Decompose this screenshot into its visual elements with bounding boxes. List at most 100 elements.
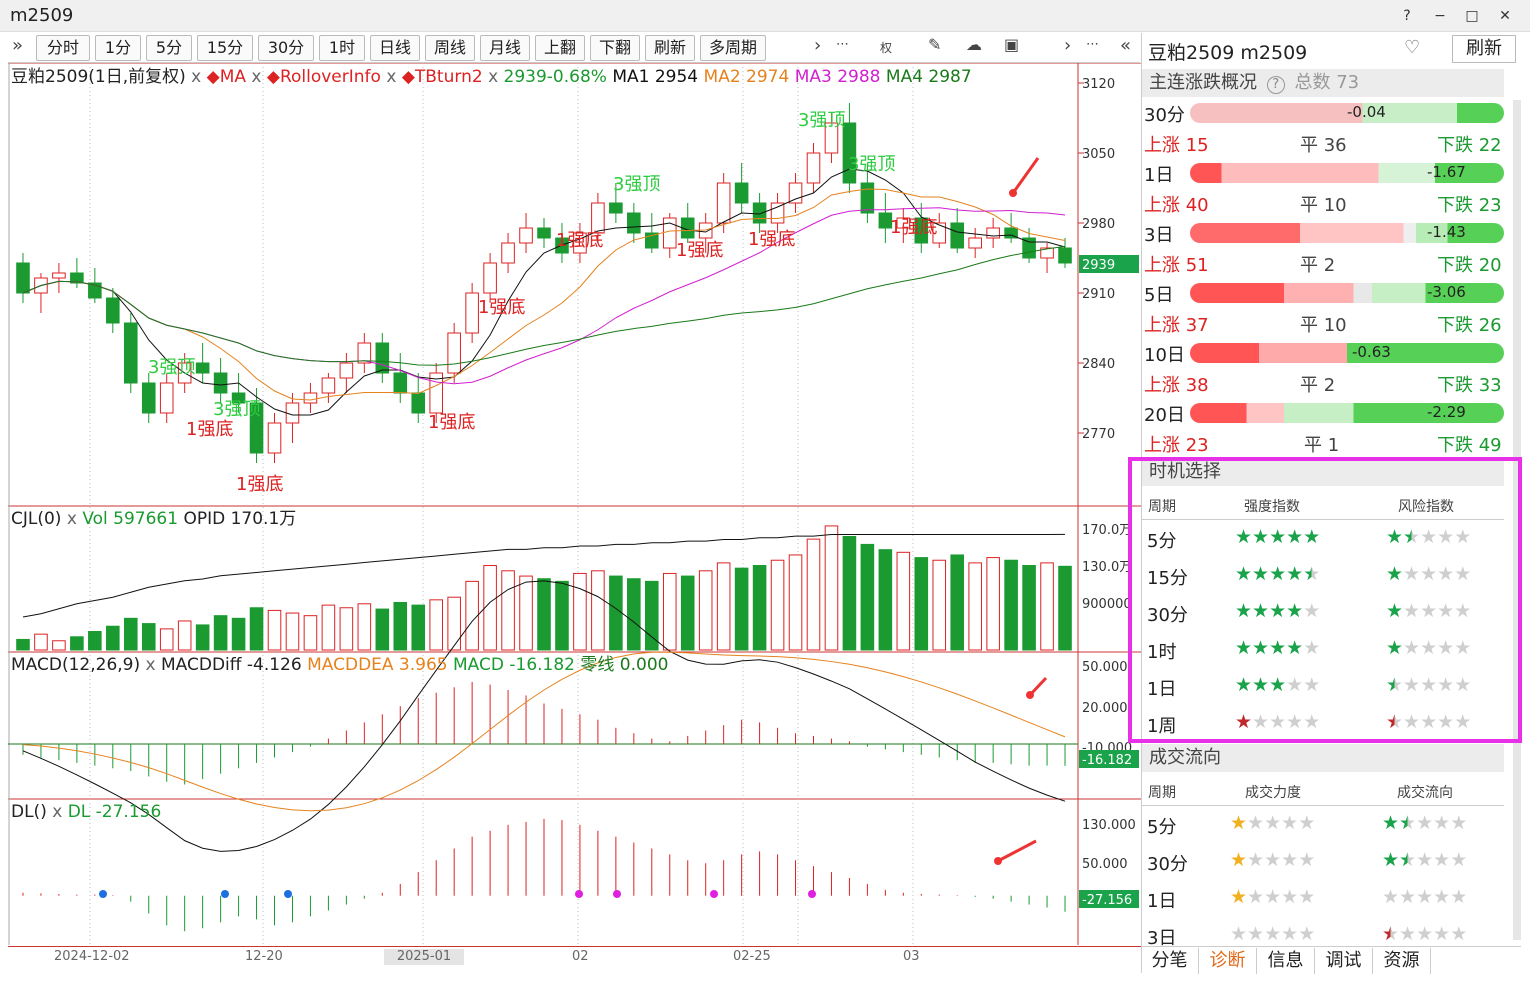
volume-bar bbox=[357, 603, 372, 651]
change-bar[interactable] bbox=[1190, 403, 1504, 423]
window-icon[interactable]: ▣ bbox=[1004, 35, 1020, 54]
favorite-heart-icon[interactable]: ♡ bbox=[1404, 37, 1421, 58]
red-arrow-icon bbox=[997, 839, 1037, 863]
direction-stars: ★★★★★ bbox=[1382, 886, 1467, 908]
candle-body bbox=[393, 372, 408, 394]
more-dots-icon[interactable]: ⋯ bbox=[836, 37, 849, 52]
flow-period: 30分 bbox=[1147, 854, 1188, 875]
star-icon: ★ bbox=[1303, 674, 1321, 696]
period-button-12[interactable]: 多周期 bbox=[700, 35, 766, 61]
star-icon: ★ bbox=[1286, 563, 1304, 585]
dl-legend-name: DL() bbox=[11, 802, 47, 822]
star-icon: ★ bbox=[1386, 674, 1404, 696]
more-right-icon[interactable]: › bbox=[814, 35, 822, 56]
timing-period: 1日 bbox=[1147, 679, 1177, 700]
change-value: -0.04 bbox=[1347, 103, 1386, 121]
kline-chart-svg[interactable]: 3120 3050 2980 2910 2840 2770 2939 3强顶 3强顶 3强顶 3强顶… bbox=[8, 63, 1141, 945]
chart-area[interactable]: 3120 3050 2980 2910 2840 2770 2939 3强顶 3强顶 3强顶 3强顶… bbox=[8, 63, 1141, 945]
star-icon: ★ bbox=[1382, 849, 1400, 871]
star-icon: ★ bbox=[1281, 923, 1299, 945]
maximize-icon[interactable]: □ bbox=[1465, 8, 1479, 24]
period-button-8[interactable]: 月线 bbox=[480, 35, 530, 61]
signal-annotation: 1强底 bbox=[478, 297, 525, 318]
tab-4[interactable]: 资源 bbox=[1373, 948, 1431, 974]
star-icon: ★ bbox=[1264, 849, 1282, 871]
period-button-2[interactable]: 5分 bbox=[146, 35, 192, 61]
star-icon: ★ bbox=[1286, 674, 1304, 696]
change-bar[interactable] bbox=[1190, 343, 1504, 363]
star-icon: ★ bbox=[1437, 600, 1455, 622]
period-button-4[interactable]: 30分 bbox=[258, 35, 314, 61]
legend-close-x[interactable]: ⅹ bbox=[191, 67, 202, 87]
period-button-9[interactable]: 上翻 bbox=[535, 35, 585, 61]
side-tabs: 分笔 诊断 信息 调试 资源 bbox=[1141, 946, 1521, 974]
candle-body bbox=[429, 372, 443, 414]
volume-bar bbox=[986, 557, 1000, 651]
force-stars: ★★★★★ bbox=[1230, 886, 1315, 908]
tab-2[interactable]: 信息 bbox=[1257, 948, 1315, 974]
rise-count: 上涨 37 bbox=[1144, 315, 1209, 336]
draw-pen-icon[interactable]: ✎ bbox=[928, 35, 942, 54]
help-icon[interactable]: ? bbox=[1403, 8, 1411, 24]
date-label[interactable]: 2025-01 bbox=[384, 949, 464, 965]
timing-period: 1周 bbox=[1147, 716, 1177, 737]
candle-body bbox=[16, 262, 30, 294]
period-button-5[interactable]: 1时 bbox=[319, 35, 365, 61]
period-button-0[interactable]: 分时 bbox=[36, 35, 90, 61]
macd-legend-x[interactable]: ⅹ bbox=[145, 655, 156, 675]
cloud-icon[interactable]: ☁ bbox=[966, 35, 982, 54]
tab-3[interactable]: 调试 bbox=[1315, 948, 1373, 974]
tab-0[interactable]: 分笔 bbox=[1141, 948, 1199, 974]
signal-annotation: 3强顶 bbox=[798, 110, 845, 131]
candle-body bbox=[950, 222, 965, 249]
star-icon: ★ bbox=[1420, 711, 1438, 733]
candle-body bbox=[106, 297, 120, 324]
period-button-10[interactable]: 下翻 bbox=[590, 35, 640, 61]
period-button-7[interactable]: 周线 bbox=[425, 35, 475, 61]
adjust-right-icon[interactable]: 权 bbox=[880, 41, 893, 55]
risk-stars: ★★★★★ bbox=[1386, 563, 1471, 585]
direction-stars: ★★★★★ bbox=[1382, 849, 1467, 871]
candle-body bbox=[357, 342, 372, 364]
change-bar[interactable] bbox=[1190, 103, 1504, 123]
period-button-6[interactable]: 日线 bbox=[370, 35, 420, 61]
vol-legend-x[interactable]: ⅹ bbox=[66, 509, 77, 529]
period-button-3[interactable]: 15分 bbox=[197, 35, 253, 61]
expand-icon[interactable]: » bbox=[12, 35, 24, 56]
fall-count: 下跌 26 bbox=[1437, 315, 1502, 336]
minimize-icon[interactable]: − bbox=[1434, 8, 1446, 24]
star-icon: ★ bbox=[1264, 923, 1282, 945]
period-button-11[interactable]: 刷新 bbox=[645, 35, 695, 61]
candle-body bbox=[537, 227, 551, 239]
change-bar[interactable] bbox=[1190, 283, 1504, 303]
star-icon: ★ bbox=[1399, 812, 1417, 834]
date-label: 02 bbox=[572, 949, 589, 964]
volume-bar bbox=[806, 538, 821, 651]
volume-bar bbox=[1058, 565, 1072, 651]
candle-body bbox=[609, 202, 623, 214]
side-scrollbar[interactable] bbox=[1513, 100, 1521, 940]
change-bar[interactable] bbox=[1190, 163, 1504, 183]
macd-dea-line bbox=[22, 651, 1066, 812]
dl-tick: 50.000 bbox=[1082, 857, 1128, 872]
star-icon: ★ bbox=[1420, 526, 1438, 548]
change-bar[interactable] bbox=[1190, 223, 1504, 243]
volume-bar bbox=[662, 572, 677, 651]
star-icon: ★ bbox=[1450, 923, 1468, 945]
next-icon[interactable]: › bbox=[1064, 35, 1072, 56]
rise-count: 上涨 40 bbox=[1144, 195, 1209, 216]
close-icon[interactable]: ✕ bbox=[1499, 8, 1511, 24]
star-icon: ★ bbox=[1264, 886, 1282, 908]
side-refresh-button[interactable]: 刷新 bbox=[1452, 35, 1516, 63]
period-button-1[interactable]: 1分 bbox=[95, 35, 141, 61]
volume-bar bbox=[591, 570, 605, 651]
tab-1[interactable]: 诊断 bbox=[1199, 948, 1257, 974]
collapse-icon[interactable]: « bbox=[1120, 35, 1132, 56]
macd-tick: 50.000 bbox=[1082, 660, 1128, 675]
help-circle-icon[interactable]: ? bbox=[1266, 76, 1285, 94]
strength-stars: ★★★★★ bbox=[1235, 563, 1320, 585]
volume-bar bbox=[411, 604, 426, 651]
more-dots2-icon[interactable]: ⋯ bbox=[1086, 37, 1099, 52]
dl-legend-x[interactable]: ⅹ bbox=[52, 802, 63, 822]
volume-bar bbox=[195, 624, 210, 651]
